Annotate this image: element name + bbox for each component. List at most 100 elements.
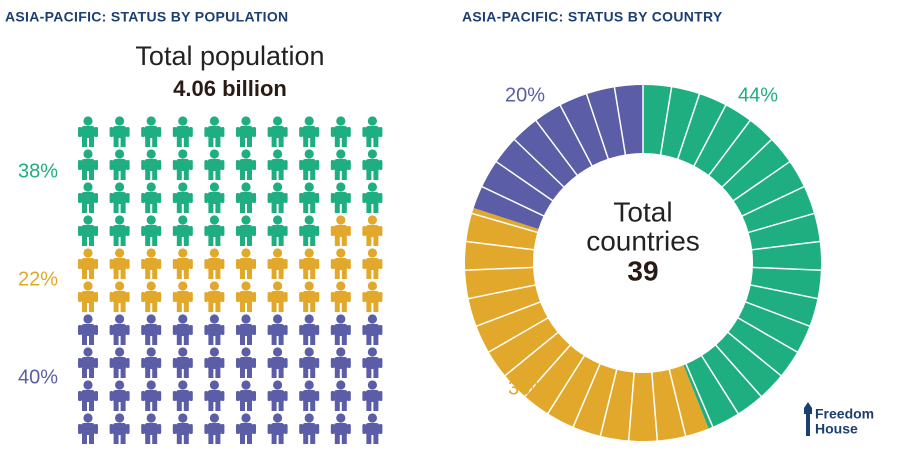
icon-body	[365, 357, 380, 369]
segment-divider	[685, 362, 714, 428]
person-icon	[267, 413, 288, 444]
icon-arm	[220, 127, 225, 137]
icon-arm	[362, 259, 366, 269]
icon-arm	[299, 391, 303, 401]
icon-arm	[189, 259, 193, 269]
person-icon	[330, 281, 351, 312]
icon-body	[112, 423, 127, 435]
person-icon	[141, 215, 162, 246]
person-icon	[362, 215, 383, 246]
segment-divider	[487, 316, 549, 354]
person-icon	[362, 281, 383, 312]
icon-leg	[176, 401, 182, 411]
icon-head	[273, 248, 283, 258]
icon-leg	[366, 269, 372, 279]
icon-leg	[208, 434, 214, 444]
icon-leg	[82, 401, 87, 411]
icon-arm	[94, 226, 98, 236]
icon-arm	[315, 160, 320, 170]
icon-head	[336, 380, 346, 390]
icon-arm	[189, 325, 193, 335]
icon-body	[144, 258, 159, 270]
icon-leg	[247, 302, 252, 312]
icon-body	[112, 126, 127, 138]
icon-leg	[208, 368, 214, 378]
icon-head	[83, 116, 93, 126]
icon-head	[209, 149, 219, 159]
icon-head	[336, 281, 346, 291]
icon-arm	[284, 127, 288, 137]
icon-leg	[240, 401, 245, 411]
icon-leg	[89, 137, 94, 147]
icon-body	[144, 423, 159, 435]
icon-arm	[267, 160, 272, 170]
icon-body	[365, 291, 380, 303]
icon-leg	[176, 368, 182, 378]
icon-leg	[334, 335, 340, 345]
icon-body	[144, 390, 159, 402]
person-icon	[362, 347, 383, 378]
icon-leg	[334, 236, 340, 246]
icon-leg	[120, 434, 126, 444]
icon-body	[302, 423, 317, 435]
person-icon	[330, 215, 351, 246]
icon-body	[207, 324, 222, 336]
icon-leg	[303, 302, 309, 312]
icon-leg	[341, 170, 347, 180]
icon-leg	[215, 401, 221, 411]
icon-arm	[252, 424, 256, 434]
value-label: 22%	[18, 268, 58, 290]
icon-body	[207, 159, 222, 171]
icon-head	[273, 149, 283, 159]
icon-leg	[247, 434, 252, 444]
icon-leg	[278, 368, 284, 378]
icon-arm	[299, 358, 303, 368]
icon-leg	[113, 335, 119, 345]
person-icon	[330, 182, 351, 213]
person-icon	[141, 149, 162, 180]
icon-arm	[378, 292, 383, 302]
icon-arm	[284, 424, 288, 434]
icon-leg	[120, 137, 126, 147]
icon-head	[83, 215, 93, 225]
icon-leg	[373, 368, 379, 378]
icon-leg	[373, 203, 379, 213]
icon-leg	[113, 170, 119, 180]
icon-body	[302, 159, 317, 171]
icon-leg	[145, 170, 151, 180]
icon-leg	[145, 203, 151, 213]
icon-body	[302, 291, 317, 303]
icon-leg	[247, 368, 252, 378]
icon-body	[175, 390, 190, 402]
icon-head	[115, 248, 125, 258]
icon-head	[241, 182, 251, 192]
icon-head	[146, 413, 156, 423]
person-icon	[330, 413, 351, 444]
icon-arm	[141, 292, 145, 302]
icon-arm	[172, 292, 177, 302]
person-icon	[330, 347, 351, 378]
icon-arm	[109, 424, 114, 434]
icon-body	[239, 291, 253, 303]
icon-leg	[271, 137, 277, 147]
icon-leg	[89, 401, 94, 411]
person-icon	[141, 314, 162, 345]
icon-body	[333, 192, 348, 204]
icon-arm	[141, 424, 145, 434]
icon-leg	[341, 368, 347, 378]
icon-head	[115, 116, 125, 126]
icon-arm	[94, 325, 98, 335]
person-icon	[299, 149, 320, 180]
icon-arm	[220, 325, 225, 335]
icon-arm	[378, 259, 383, 269]
icon-head	[273, 182, 283, 192]
icon-body	[333, 390, 348, 402]
icon-body	[302, 390, 317, 402]
icon-leg	[278, 434, 284, 444]
chart-title: ASIA-PACIFIC: STATUS BY COUNTRY	[462, 9, 723, 25]
icon-body	[144, 159, 159, 171]
icon-arm	[236, 358, 240, 368]
icon-body	[144, 225, 159, 237]
icon-arm	[126, 292, 130, 302]
value-label: 44%	[738, 84, 778, 106]
